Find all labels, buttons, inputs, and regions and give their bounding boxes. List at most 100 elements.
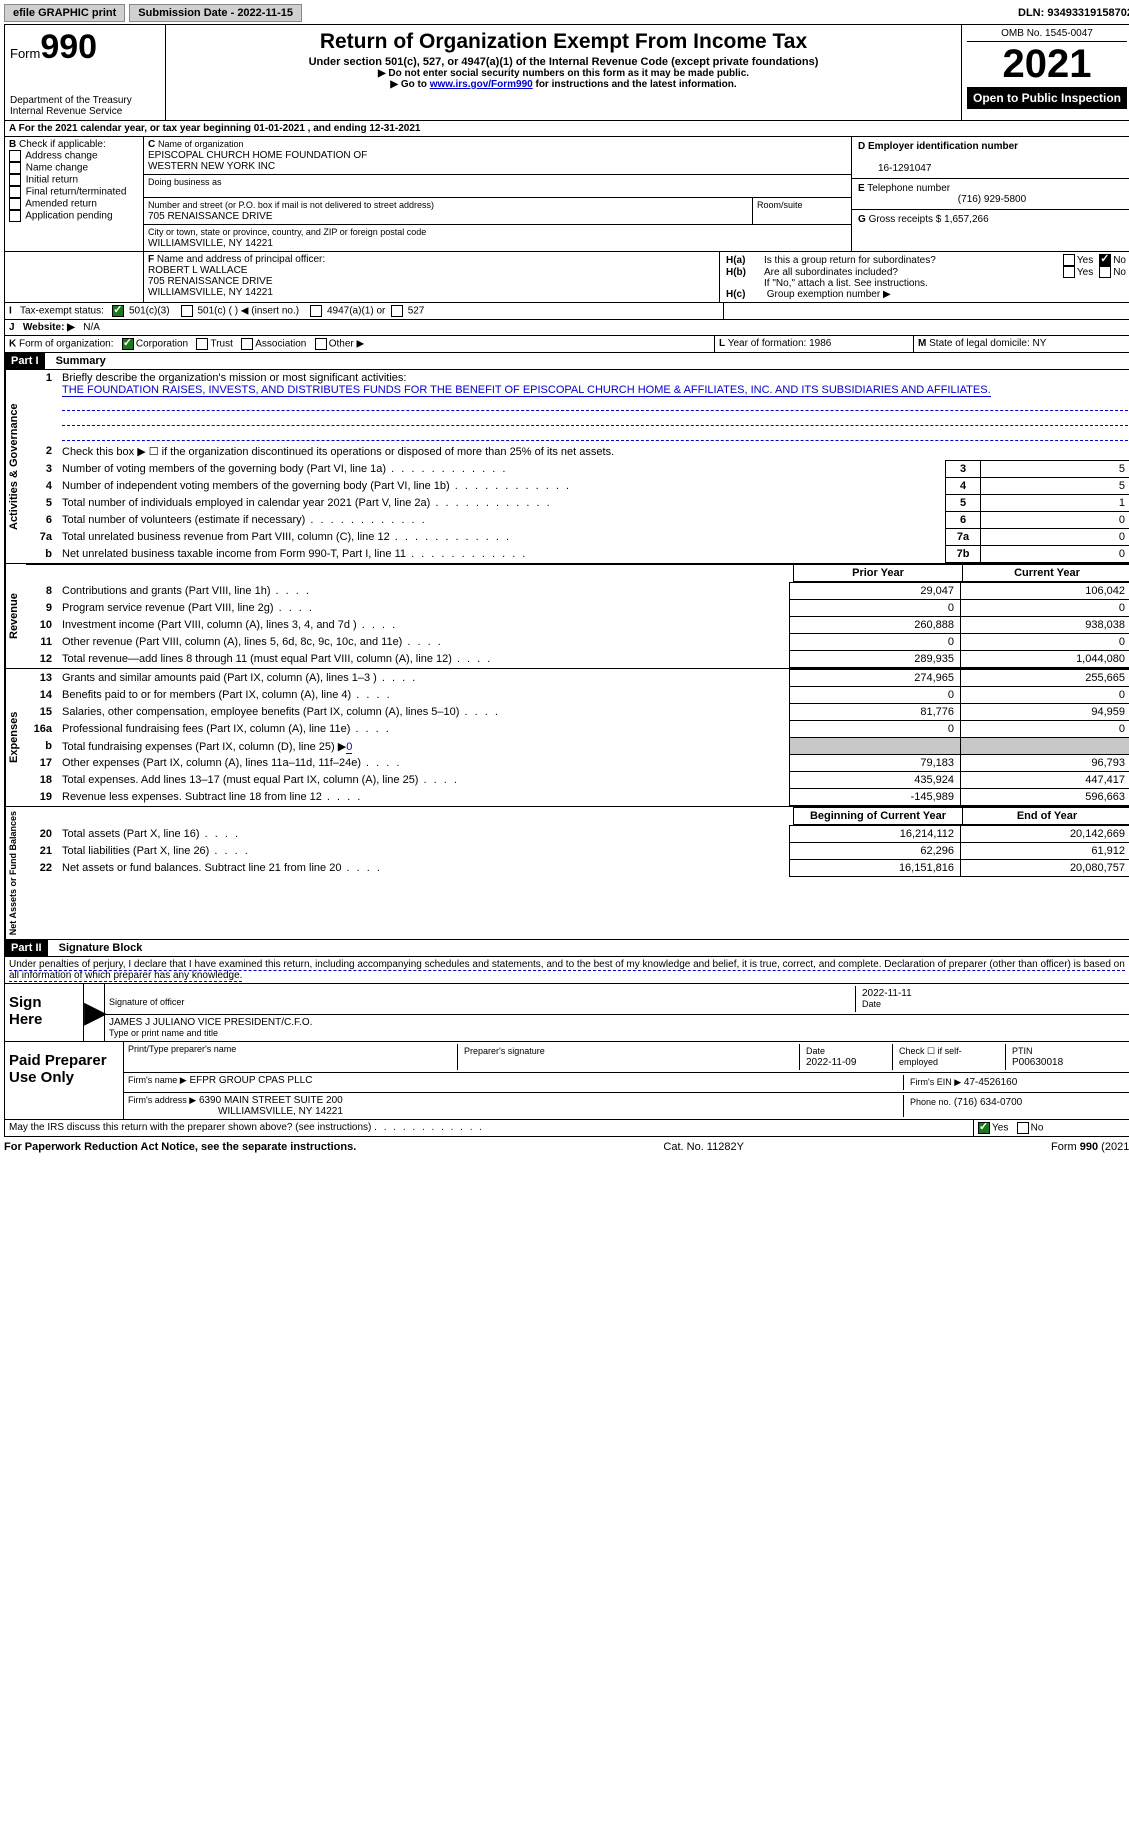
- box-b-prefix: B: [9, 139, 16, 150]
- line-20-py: 16,214,112: [790, 826, 961, 843]
- line-22-desc: Net assets or fund balances. Subtract li…: [62, 862, 341, 874]
- line-11-desc: Other revenue (Part VIII, column (A), li…: [62, 636, 402, 648]
- line-7a-val: 0: [981, 529, 1129, 546]
- sig-date: 2022-11-11: [862, 988, 912, 999]
- k-trust-checkbox[interactable]: [196, 338, 208, 350]
- street-value: 705 RENAISSANCE DRIVE: [148, 211, 273, 222]
- box-k-prefix: K: [9, 339, 16, 350]
- hb-no-checkbox[interactable]: [1099, 266, 1111, 278]
- line-5-val: 1: [981, 495, 1129, 512]
- ha-yes-checkbox[interactable]: [1063, 254, 1075, 266]
- line-6-val: 0: [981, 512, 1129, 529]
- paid-r3b-label: Phone no.: [910, 1097, 951, 1107]
- ha-no-checkbox[interactable]: [1099, 254, 1111, 266]
- boxb-check-3[interactable]: [9, 186, 21, 198]
- line-21-py: 62,296: [790, 843, 961, 860]
- boxb-check-4[interactable]: [9, 198, 21, 210]
- line-13-desc: Grants and similar amounts paid (Part IX…: [62, 672, 377, 684]
- officer-city: WILLIAMSVILLE, NY 14221: [148, 287, 273, 298]
- dba-label: Doing business as: [148, 177, 222, 187]
- box-e-prefix: E: [858, 183, 865, 194]
- line-16a-cy: 0: [961, 721, 1129, 738]
- box-hc-prefix: H(c): [726, 289, 764, 300]
- footer-right-form: 990: [1080, 1141, 1098, 1153]
- paid-r3-val2: WILLIAMSVILLE, NY 14221: [128, 1106, 343, 1117]
- website-value: N/A: [83, 322, 100, 333]
- box-m-label: State of legal domicile:: [929, 338, 1030, 349]
- line-5-desc: Total number of individuals employed in …: [62, 497, 430, 509]
- line-10-cy: 938,038: [961, 617, 1129, 634]
- boxb-check-2[interactable]: [9, 174, 21, 186]
- line-17-cy: 96,793: [961, 755, 1129, 772]
- paid-r1c4: Check ☐ if self-employed: [899, 1046, 962, 1067]
- k-opt-0: Corporation: [136, 339, 188, 350]
- line-12-cy: 1,044,080: [961, 651, 1129, 668]
- line-17-py: 79,183: [790, 755, 961, 772]
- line-18-py: 435,924: [790, 772, 961, 789]
- k-opt-2: Association: [255, 339, 306, 350]
- k-other-checkbox[interactable]: [315, 338, 327, 350]
- discuss-yes-checkbox[interactable]: [978, 1122, 990, 1134]
- box-i-prefix: I: [9, 306, 12, 317]
- side-activities-governance: Activities & Governance: [5, 370, 26, 563]
- line-b-val: 0: [981, 546, 1129, 563]
- side-revenue: Revenue: [5, 564, 26, 668]
- line1-text: THE FOUNDATION RAISES, INVESTS, AND DIST…: [62, 384, 991, 397]
- boxb-item-3: Final return/terminated: [26, 187, 127, 198]
- line-18-cy: 447,417: [961, 772, 1129, 789]
- i-527-checkbox[interactable]: [391, 305, 403, 317]
- line-10-desc: Investment income (Part VIII, column (A)…: [62, 619, 357, 631]
- k-assoc-checkbox[interactable]: [241, 338, 253, 350]
- line-3-desc: Number of voting members of the governin…: [62, 463, 386, 475]
- line-13-py: 274,965: [790, 670, 961, 687]
- line-4-box: 4: [946, 478, 981, 495]
- k-corp-checkbox[interactable]: [122, 338, 134, 350]
- dept-irs: Internal Revenue Service: [10, 106, 160, 117]
- box-g-prefix: G: [858, 214, 866, 225]
- box-l-label: Year of formation:: [728, 338, 807, 349]
- k-opt-1: Trust: [210, 339, 232, 350]
- boxb-check-1[interactable]: [9, 162, 21, 174]
- box-ha-label: Is this a group return for subordinates?: [764, 255, 1063, 266]
- submission-date-button[interactable]: Submission Date - 2022-11-15: [129, 4, 302, 22]
- hb-yes: Yes: [1077, 267, 1093, 278]
- footer-mid: Cat. No. 11282Y: [663, 1141, 744, 1153]
- instruction-goto-post: for instructions and the latest informat…: [533, 79, 737, 90]
- open-to-public: Open to Public Inspection: [967, 87, 1127, 109]
- box-l-prefix: L: [719, 338, 725, 349]
- line-19-cy: 596,663: [961, 789, 1129, 806]
- paid-r3-val1: 6390 MAIN STREET SUITE 200: [199, 1095, 343, 1106]
- discuss-no-checkbox[interactable]: [1017, 1122, 1029, 1134]
- line-22-py: 16,151,816: [790, 860, 961, 877]
- col-end: End of Year: [963, 808, 1129, 825]
- form990-link[interactable]: www.irs.gov/Form990: [430, 79, 533, 90]
- city-value: WILLIAMSVILLE, NY 14221: [148, 238, 273, 249]
- line-15-py: 81,776: [790, 704, 961, 721]
- boxb-check-5[interactable]: [9, 210, 21, 222]
- period-pre: For the 2021 calendar year, or tax year …: [19, 123, 254, 134]
- box-hb-prefix: H(b): [726, 267, 764, 278]
- boxb-item-1: Name change: [26, 163, 88, 174]
- line-19-desc: Revenue less expenses. Subtract line 18 …: [62, 791, 322, 803]
- line-14-cy: 0: [961, 687, 1129, 704]
- sig-name: JAMES J JULIANO VICE PRESIDENT/C.F.O.: [109, 1017, 312, 1028]
- i-4947-checkbox[interactable]: [310, 305, 322, 317]
- box-k-label: Form of organization:: [19, 339, 114, 350]
- dept-treasury: Department of the Treasury: [10, 95, 160, 106]
- efile-print-button[interactable]: efile GRAPHIC print: [4, 4, 125, 22]
- line-20-cy: 20,142,669: [961, 826, 1129, 843]
- footer-right-post: (2021): [1098, 1141, 1129, 1153]
- box-g-label: Gross receipts $: [869, 214, 942, 225]
- boxb-item-4: Amended return: [25, 199, 97, 210]
- boxb-item-5: Application pending: [25, 211, 112, 222]
- i-501c3-checkbox[interactable]: [112, 305, 124, 317]
- i-501c-checkbox[interactable]: [181, 305, 193, 317]
- officer-name: ROBERT L WALLACE: [148, 265, 247, 276]
- boxb-check-0[interactable]: [9, 150, 21, 162]
- line-5-box: 5: [946, 495, 981, 512]
- col-current-year: Current Year: [963, 565, 1129, 582]
- hb-yes-checkbox[interactable]: [1063, 266, 1075, 278]
- side-net-assets: Net Assets or Fund Balances: [5, 807, 26, 939]
- boxb-item-2: Initial return: [26, 175, 78, 186]
- form-number: 990: [40, 28, 97, 66]
